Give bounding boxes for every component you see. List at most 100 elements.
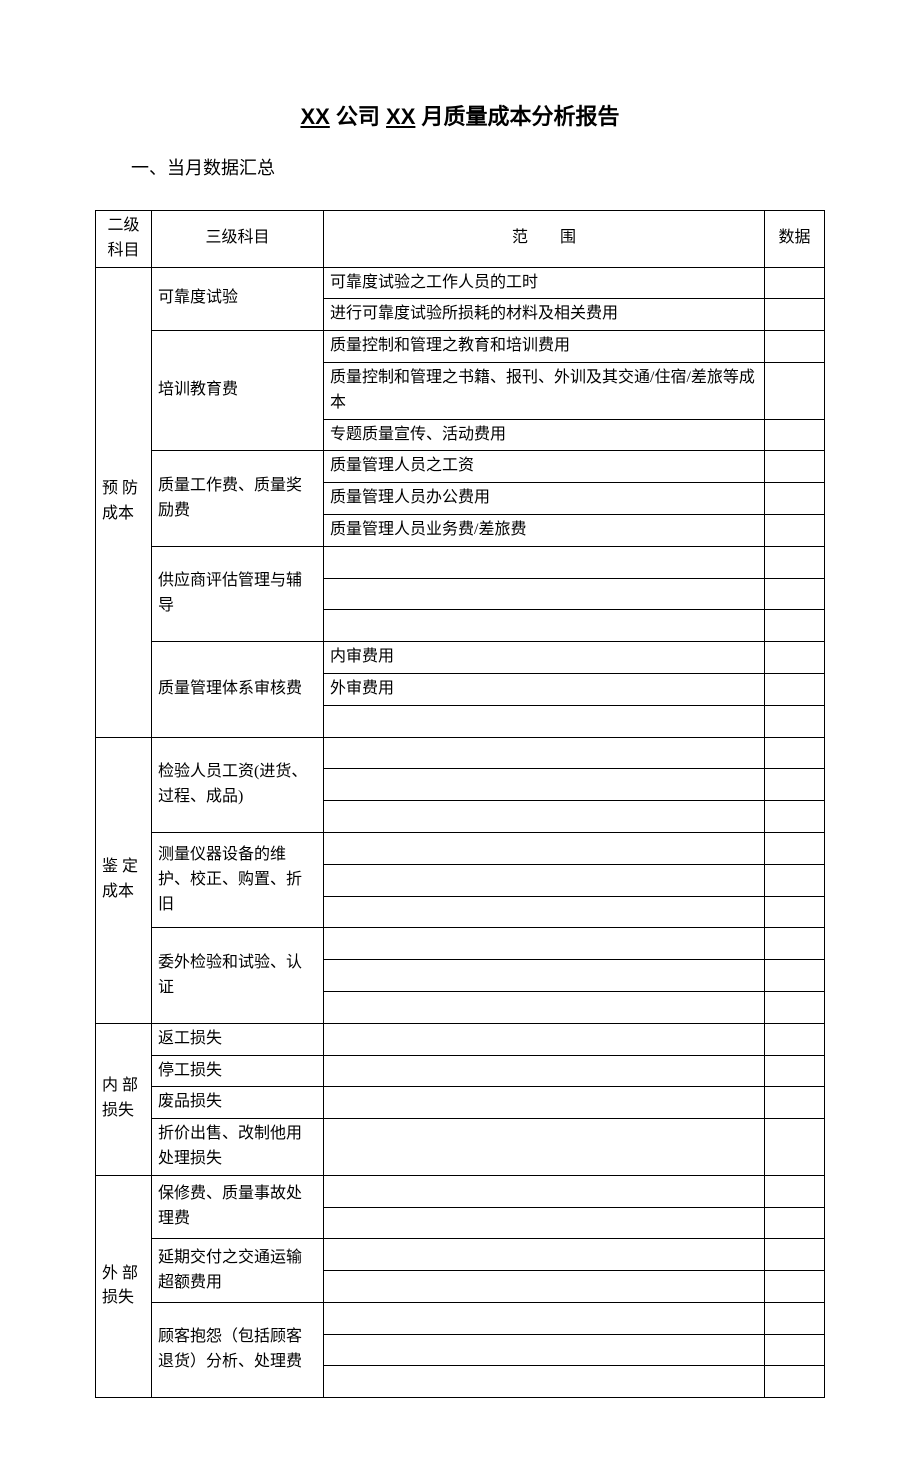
scope-cell: 可靠度试验之工作人员的工时 (324, 267, 765, 299)
table-row: 废品损失 (96, 1087, 825, 1119)
data-cell (765, 991, 825, 1023)
scope-cell (324, 928, 765, 960)
level3-cell: 保修费、质量事故处理费 (152, 1175, 324, 1239)
scope-cell (324, 737, 765, 769)
title-suffix: 月质量成本分析报告 (415, 104, 619, 129)
cost-analysis-table: 二级科目 三级科目 范 围 数据 预 防成本可靠度试验可靠度试验之工作人员的工时… (95, 210, 825, 1398)
table-row: 停工损失 (96, 1055, 825, 1087)
level3-cell: 顾客抱怨（包括顾客退货）分析、处理费 (152, 1302, 324, 1397)
data-cell (765, 419, 825, 451)
scope-cell (324, 578, 765, 610)
scope-cell (324, 832, 765, 864)
scope-cell: 专题质量宣传、活动费用 (324, 419, 765, 451)
table-row: 质量工作费、质量奖励费质量管理人员之工资 (96, 451, 825, 483)
data-cell (765, 451, 825, 483)
scope-cell: 质量管理人员之工资 (324, 451, 765, 483)
level3-cell: 返工损失 (152, 1023, 324, 1055)
scope-cell: 外审费用 (324, 673, 765, 705)
table-row: 顾客抱怨（包括顾客退货）分析、处理费 (96, 1302, 825, 1334)
level3-cell: 培训教育费 (152, 331, 324, 451)
level2-cell: 外 部损失 (96, 1175, 152, 1398)
table-row: 鉴 定成本检验人员工资(进货、过程、成品) (96, 737, 825, 769)
scope-cell: 质量管理人员业务费/差旅费 (324, 514, 765, 546)
level3-cell: 延期交付之交通运输超额费用 (152, 1239, 324, 1303)
data-cell (765, 705, 825, 737)
scope-cell (324, 1271, 765, 1303)
level2-cell: 预 防成本 (96, 267, 152, 737)
data-cell (765, 299, 825, 331)
scope-cell (324, 1023, 765, 1055)
data-cell (765, 737, 825, 769)
data-cell (765, 673, 825, 705)
table-row: 委外检验和试验、认证 (96, 928, 825, 960)
data-cell (765, 769, 825, 801)
title-mid1: 公司 (330, 104, 386, 129)
data-cell (765, 1119, 825, 1176)
section-1-heading: 一、当月数据汇总 (131, 155, 825, 182)
scope-cell (324, 896, 765, 928)
scope-cell: 质量管理人员办公费用 (324, 483, 765, 515)
level2-cell: 鉴 定成本 (96, 737, 152, 1023)
data-cell (765, 864, 825, 896)
data-cell (765, 514, 825, 546)
header-level2: 二级科目 (96, 211, 152, 268)
scope-cell (324, 1055, 765, 1087)
level3-cell: 质量管理体系审核费 (152, 642, 324, 737)
title-company-placeholder: XX (300, 104, 329, 129)
data-cell (765, 610, 825, 642)
level3-cell: 供应商评估管理与辅导 (152, 546, 324, 641)
scope-cell (324, 864, 765, 896)
scope-cell (324, 1087, 765, 1119)
header-data: 数据 (765, 211, 825, 268)
scope-cell (324, 1175, 765, 1207)
level3-cell: 委外检验和试验、认证 (152, 928, 324, 1023)
level3-cell: 废品损失 (152, 1087, 324, 1119)
scope-cell: 质量控制和管理之书籍、报刊、外训及其交通/住宿/差旅等成本 (324, 362, 765, 419)
data-cell (765, 832, 825, 864)
scope-cell (324, 960, 765, 992)
data-cell (765, 483, 825, 515)
data-cell (765, 960, 825, 992)
table-body: 预 防成本可靠度试验可靠度试验之工作人员的工时 进行可靠度试验所损耗的材料及相关… (96, 267, 825, 1398)
level3-cell: 检验人员工资(进货、过程、成品) (152, 737, 324, 832)
scope-cell (324, 546, 765, 578)
level3-cell: 停工损失 (152, 1055, 324, 1087)
table-row: 质量管理体系审核费内审费用 (96, 642, 825, 674)
data-cell (765, 1023, 825, 1055)
data-cell (765, 1207, 825, 1239)
data-cell (765, 546, 825, 578)
scope-cell (324, 991, 765, 1023)
data-cell (765, 578, 825, 610)
data-cell (765, 642, 825, 674)
data-cell (765, 928, 825, 960)
header-scope: 范 围 (324, 211, 765, 268)
scope-cell (324, 1366, 765, 1398)
level3-cell: 可靠度试验 (152, 267, 324, 331)
scope-cell (324, 1334, 765, 1366)
table-row: 预 防成本可靠度试验可靠度试验之工作人员的工时 (96, 267, 825, 299)
data-cell (765, 331, 825, 363)
scope-cell: 内审费用 (324, 642, 765, 674)
level3-cell: 质量工作费、质量奖励费 (152, 451, 324, 546)
scope-cell (324, 1239, 765, 1271)
scope-cell: 质量控制和管理之教育和培训费用 (324, 331, 765, 363)
data-cell (765, 1055, 825, 1087)
data-cell (765, 1334, 825, 1366)
data-cell (765, 801, 825, 833)
scope-cell (324, 1119, 765, 1176)
scope-cell (324, 1302, 765, 1334)
data-cell (765, 896, 825, 928)
scope-cell: 进行可靠度试验所损耗的材料及相关费用 (324, 299, 765, 331)
scope-cell (324, 1207, 765, 1239)
level3-cell: 测量仪器设备的维护、校正、购置、折旧 (152, 832, 324, 927)
report-title: XX 公司 XX 月质量成本分析报告 (95, 100, 825, 133)
data-cell (765, 362, 825, 419)
data-cell (765, 1366, 825, 1398)
scope-cell (324, 610, 765, 642)
scope-cell (324, 705, 765, 737)
table-header-row: 二级科目 三级科目 范 围 数据 (96, 211, 825, 268)
table-row: 测量仪器设备的维护、校正、购置、折旧 (96, 832, 825, 864)
data-cell (765, 1087, 825, 1119)
header-level3: 三级科目 (152, 211, 324, 268)
data-cell (765, 267, 825, 299)
